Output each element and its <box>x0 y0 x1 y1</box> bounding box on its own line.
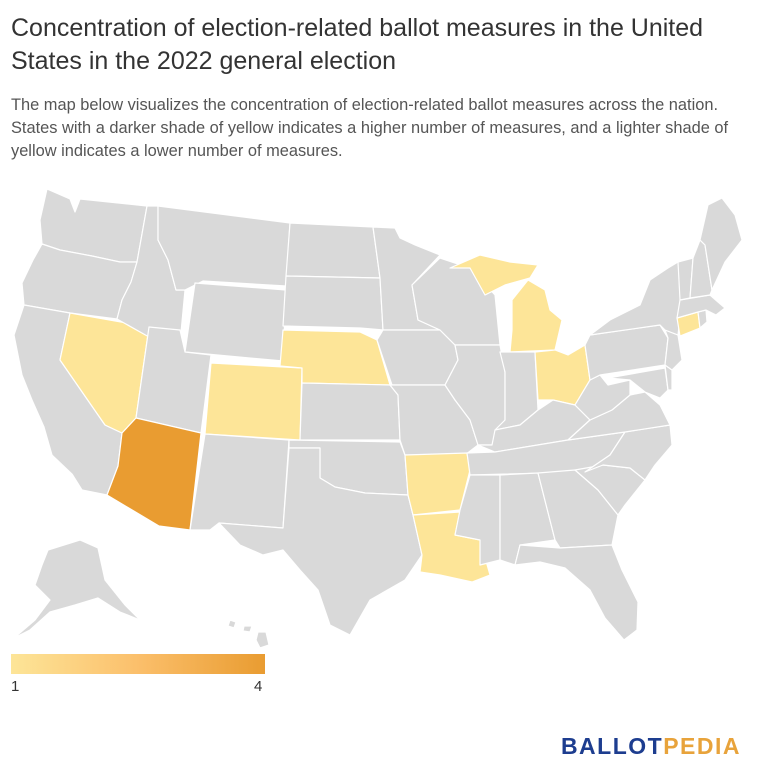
state-maine[interactable] <box>699 197 743 291</box>
state-hawaii[interactable] <box>227 619 270 649</box>
state-michigan-lower[interactable] <box>509 279 563 353</box>
state-arkansas[interactable] <box>404 452 471 516</box>
state-south-dakota[interactable] <box>282 275 384 331</box>
state-michigan-upper[interactable] <box>449 254 539 296</box>
state-florida[interactable] <box>514 544 639 641</box>
map-title: Concentration of election-related ballot… <box>11 14 704 75</box>
state-kansas[interactable] <box>299 382 401 441</box>
state-massachusetts[interactable] <box>676 294 726 319</box>
brand-part1: BALLOT <box>560 733 664 759</box>
state-north-carolina[interactable] <box>584 424 673 481</box>
state-arizona[interactable] <box>106 417 202 531</box>
legend-color-scale <box>11 654 265 674</box>
state-new-york[interactable] <box>589 261 683 336</box>
state-north-dakota[interactable] <box>285 222 381 279</box>
state-alaska[interactable] <box>13 539 141 639</box>
state-wyoming[interactable] <box>184 282 287 362</box>
state-iowa[interactable] <box>376 329 459 386</box>
state-texas[interactable] <box>218 447 423 636</box>
legend-max-label: 4 <box>254 678 263 695</box>
us-choropleth-map <box>13 188 743 649</box>
map-description: The map below visualizes the concentrati… <box>11 96 729 160</box>
state-colorado[interactable] <box>204 362 303 441</box>
state-montana[interactable] <box>157 205 291 291</box>
ballotpedia-logo[interactable]: BALLOTPEDIA <box>561 733 741 760</box>
brand-part2: PEDIA <box>663 733 741 759</box>
state-rhode-island[interactable] <box>697 309 708 329</box>
state-new-mexico[interactable] <box>189 433 290 531</box>
legend-min-label: 1 <box>11 678 20 695</box>
